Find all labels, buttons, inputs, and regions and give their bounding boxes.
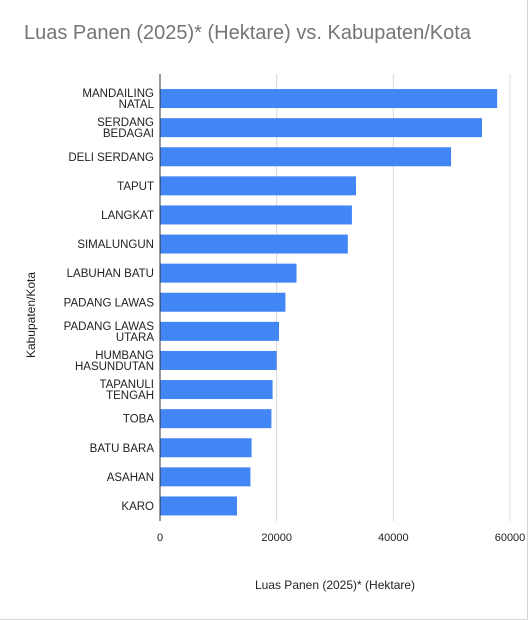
y-tick-label: SIMALUNGUN — [77, 239, 154, 251]
bar — [160, 89, 498, 109]
y-tick-label: ASAHAN — [107, 472, 154, 484]
bar — [160, 380, 273, 400]
y-tick-label: PADANG LAWAS — [64, 297, 155, 309]
y-tick-label: LABUHAN BATU — [67, 268, 154, 280]
bar — [160, 350, 277, 370]
bar — [160, 118, 482, 138]
y-tick-label: SERDANG BEDAGAI — [97, 117, 154, 140]
x-tick-label: 60000 — [495, 532, 526, 544]
bar — [160, 321, 279, 341]
bar — [160, 263, 297, 283]
x-tick-label: 40000 — [378, 532, 409, 544]
bar — [160, 147, 452, 167]
chart-title: Luas Panen (2025)* (Hektare) vs. Kabupat… — [24, 22, 471, 44]
y-tick-label: LANGKAT — [101, 210, 154, 222]
bar — [160, 176, 356, 196]
y-tick-label: HUMBANG HASUNDUTAN — [75, 350, 154, 373]
y-axis-label: Kabupaten/Kota — [24, 271, 38, 359]
bar — [160, 438, 252, 458]
bar — [160, 234, 348, 254]
y-tick-label: DELI SERDANG — [68, 152, 154, 164]
y-tick-label: KARO — [121, 501, 154, 513]
bar — [160, 467, 251, 487]
y-tick-label: MANDAILING NATAL — [82, 88, 154, 111]
bar — [160, 409, 272, 429]
x-axis-label: Luas Panen (2025)* (Hektare) — [254, 578, 416, 592]
y-tick-label: BATU BARA — [90, 443, 155, 455]
bar — [160, 205, 352, 225]
bar — [160, 292, 286, 312]
x-tick-label: 20000 — [261, 532, 292, 544]
y-tick-label: TAPUT — [117, 181, 154, 193]
bar — [160, 496, 237, 516]
y-tick-label: TAPANULI TENGAH — [99, 379, 154, 402]
y-tick-label: TOBA — [123, 414, 154, 426]
x-tick-label: 0 — [157, 532, 163, 544]
y-tick-label: PADANG LAWAS UTARA — [64, 321, 155, 344]
